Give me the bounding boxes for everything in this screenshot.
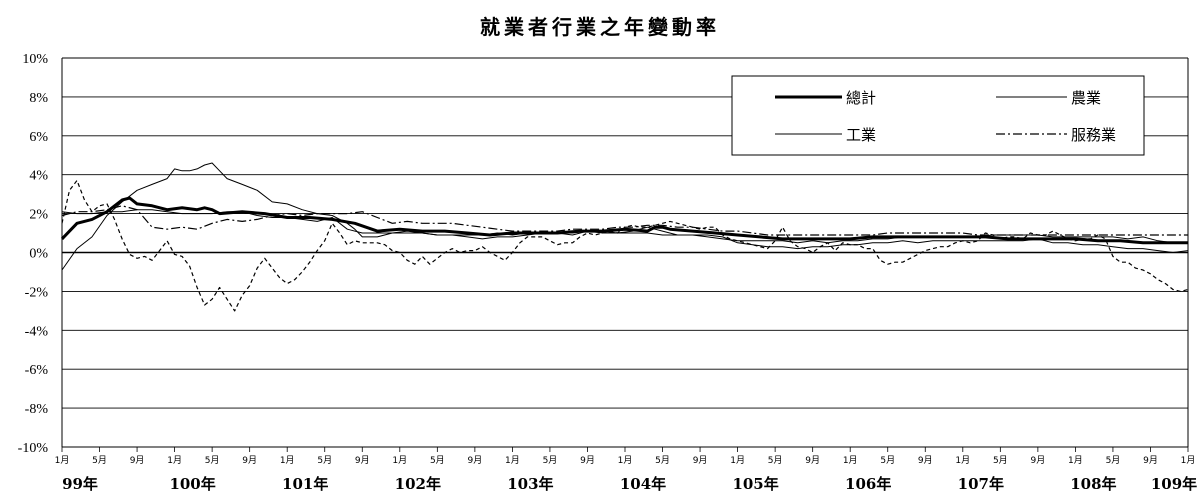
y-tick-label: 10% (22, 52, 48, 67)
month-tick-label: 5月 (430, 455, 445, 466)
legend-box (731, 75, 1145, 156)
month-tick-label: 9月 (467, 455, 482, 466)
year-label: 103年 (507, 475, 553, 493)
month-tick-label: 1月 (392, 455, 407, 466)
month-tick-label: 5月 (655, 455, 670, 466)
y-tick-label: 0% (29, 247, 48, 262)
legend-label-industry: 工業 (846, 126, 876, 144)
month-tick-label: 5月 (317, 455, 332, 466)
month-tick-label: 5月 (768, 455, 783, 466)
month-tick-label: 9月 (1030, 455, 1045, 466)
y-tick-label: -4% (25, 324, 49, 339)
series-line-0 (60, 196, 1188, 245)
x-tick-labels: 1月 5月 9月 1月 5月 9月 1月 5月 9月 1月 5月 9月 1月 5月 9月 1月 5月 9月 1月 5月… (55, 447, 1197, 493)
legend: 總計 農業 工業 服務業 (731, 75, 1145, 156)
month-tick-label: 9月 (242, 455, 257, 466)
year-label: 105年 (732, 475, 778, 493)
year-label: 109年 (1151, 475, 1197, 493)
legend-label-total: 總計 (846, 89, 876, 107)
y-tick-label: -6% (25, 363, 49, 378)
y-tick-label: 2% (29, 208, 48, 223)
series-line-4 (61, 179, 1189, 312)
series-lines (60, 162, 1189, 312)
month-tick-label: 1月 (55, 455, 70, 466)
year-label: 101年 (282, 475, 328, 493)
year-label: 99年 (62, 475, 98, 493)
month-tick-label: 9月 (355, 455, 370, 466)
chart-title: 就業者行業之年變動率 (480, 15, 720, 39)
month-tick-label: 5月 (880, 455, 895, 466)
month-tick-label: 5月 (993, 455, 1008, 466)
series-line-2 (61, 162, 1189, 271)
month-tick-label: 1月 (505, 455, 520, 466)
year-label: 107年 (958, 475, 1004, 493)
month-tick-label: 5月 (205, 455, 220, 466)
legend-label-services: 服務業 (1071, 126, 1116, 144)
y-tick-label: -8% (25, 402, 49, 417)
month-tick-label: 1月 (1181, 455, 1196, 466)
month-tick-label: 1月 (730, 455, 745, 466)
month-tick-label: 9月 (130, 455, 145, 466)
month-tick-label: 9月 (918, 455, 933, 466)
year-label: 102年 (395, 475, 441, 493)
y-tick-labels: 10% 8% 6% 4% 2% 0% -2% -4% -6% -8% -10% (18, 52, 49, 456)
month-tick-label: 9月 (805, 455, 820, 466)
y-tick-label: 4% (29, 169, 48, 184)
y-tick-label: -2% (25, 285, 49, 300)
y-tick-label: 8% (29, 91, 48, 106)
month-tick-label: 9月 (1143, 455, 1158, 466)
month-tick-label: 9月 (580, 455, 595, 466)
month-tick-label: 1月 (955, 455, 970, 466)
month-tick-label: 1月 (843, 455, 858, 466)
month-tick-label: 1月 (1068, 455, 1083, 466)
year-label: 106年 (845, 475, 891, 493)
month-tick-label: 5月 (543, 455, 558, 466)
month-tick-label: 5月 (1106, 455, 1121, 466)
y-tick-label: 6% (29, 130, 48, 145)
month-tick-label: 1月 (167, 455, 182, 466)
legend-label-agriculture: 農業 (1071, 89, 1101, 107)
month-tick-label: 9月 (693, 455, 708, 466)
year-label: 104年 (620, 475, 666, 493)
month-tick-label: 5月 (92, 455, 107, 466)
month-tick-label: 1月 (618, 455, 633, 466)
month-tick-label: 1月 (280, 455, 295, 466)
year-label: 100年 (169, 475, 215, 493)
y-tick-label: -10% (18, 441, 49, 456)
year-label: 108年 (1070, 475, 1116, 493)
